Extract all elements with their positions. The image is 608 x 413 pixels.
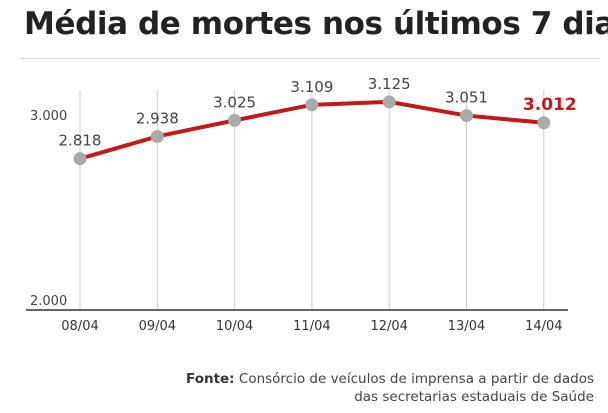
title-divider	[20, 58, 600, 59]
x-tick-label: 14/04	[525, 319, 562, 334]
data-label: 2.938	[136, 109, 179, 127]
chart-title: Média de mortes nos últimos 7 dias	[24, 6, 608, 42]
x-tick-label: 09/04	[139, 319, 176, 334]
data-label: 2.818	[59, 132, 102, 150]
x-tick-label: 11/04	[293, 319, 330, 334]
source-text: Consórcio de veículos de imprensa a part…	[238, 371, 594, 405]
data-point	[228, 113, 242, 127]
data-point	[73, 152, 87, 166]
data-label: 3.051	[445, 89, 488, 107]
data-point	[382, 95, 396, 109]
data-point	[460, 109, 473, 123]
data-label: 3.109	[290, 78, 333, 96]
data-label: 3.125	[368, 75, 411, 93]
y-tick-label: 2.000	[30, 294, 67, 309]
x-tick-label: 08/04	[61, 319, 98, 334]
source-note: Fonte: Consórcio de veículos de imprensa…	[174, 370, 594, 406]
data-label-highlight: 3.012	[523, 95, 577, 115]
data-label: 3.025	[213, 93, 256, 111]
line-chart: 2.000 3.000 08/04 09/04 10/04 11/04 12/04 13/04…	[26, 75, 577, 334]
x-tick-label: 10/04	[216, 319, 253, 334]
x-tick-label: 13/04	[448, 319, 485, 334]
y-tick-label: 3.000	[30, 109, 67, 124]
data-point	[150, 129, 164, 143]
data-point	[537, 116, 551, 130]
source-label: Fonte:	[186, 371, 235, 387]
x-tick-label: 12/04	[370, 319, 407, 334]
data-point	[305, 98, 319, 112]
